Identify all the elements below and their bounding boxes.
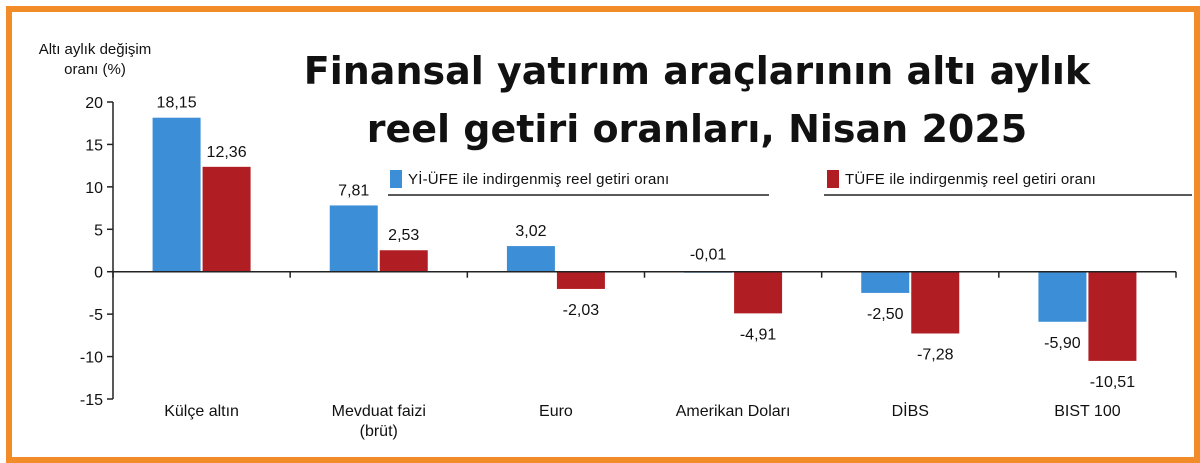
bar-series-2 [911,271,960,334]
y-tick-label: 5 [94,222,103,239]
legend-label-series-2: TÜFE ile indirgenmiş reel getiri oranı [845,170,1097,188]
bar-series-1 [152,117,201,272]
bar-series-2 [1088,271,1137,361]
data-label-series-1: 7,81 [338,182,369,199]
x-category-label: DİBS [892,401,929,420]
x-category-label: Euro [539,403,573,420]
data-label-series-2: -7,28 [917,346,954,363]
bar-series-2 [556,271,605,289]
legend-label-series-1: Yİ-ÜFE ile indirgenmiş reel getiri oranı [408,170,670,188]
y-tick-label: 15 [85,137,103,154]
data-label-series-2: 2,53 [388,227,419,244]
x-category-label: Mevduat faizi (brüt) [332,403,426,440]
legend-item-series-2: TÜFE ile indirgenmiş reel getiri oranı [827,164,1096,194]
data-label-series-2: -10,51 [1090,374,1135,391]
bar-series-1 [861,271,910,293]
chart-title: Finansal yatırım araçlarının altı aylık … [303,49,1091,151]
x-category-label: Amerikan Doları [676,403,791,420]
data-label-series-1: 18,15 [157,95,197,112]
legend-swatch-series-2 [827,170,839,188]
x-category-label: BIST 100 [1054,403,1121,420]
x-category-label: Külçe altın [164,403,239,420]
y-tick-label: 10 [85,180,103,197]
data-label-series-1: -0,01 [690,247,727,264]
chart-frame: 20 15 10 5 0 -5 -10 -15 18,15 7,81 3,02 -0,01 -2,50 -… [6,6,1200,463]
y-tick-label: 0 [94,265,103,282]
bar-series-1 [329,205,378,272]
legend-swatch-series-1 [390,170,402,188]
data-label-series-2: -4,91 [740,326,777,343]
bar-series-1 [1038,271,1087,322]
data-label-series-1: -5,90 [1044,335,1081,352]
y-axis-label: Altı aylık değişim oranı (%) [38,41,152,78]
data-label-series-2: -2,03 [563,302,600,319]
y-tick-label: -15 [80,392,103,409]
y-tick-label: -5 [89,307,103,324]
bar-series-2 [734,271,783,314]
y-tick-label: -10 [80,350,103,367]
data-label-series-1: 3,02 [515,223,546,240]
bar-series-2 [379,250,428,272]
bar-chart: 20 15 10 5 0 -5 -10 -15 18,15 7,81 3,02 -0,01 -2,50 -… [80,95,1192,440]
legend-item-series-1: Yİ-ÜFE ile indirgenmiş reel getiri oranı [390,164,669,194]
bar-series-2 [202,166,251,272]
bar-series-1 [506,246,555,272]
data-label-series-1: -2,50 [867,306,904,323]
y-tick-label: 20 [85,95,103,112]
data-label-series-2: 12,36 [207,144,247,161]
